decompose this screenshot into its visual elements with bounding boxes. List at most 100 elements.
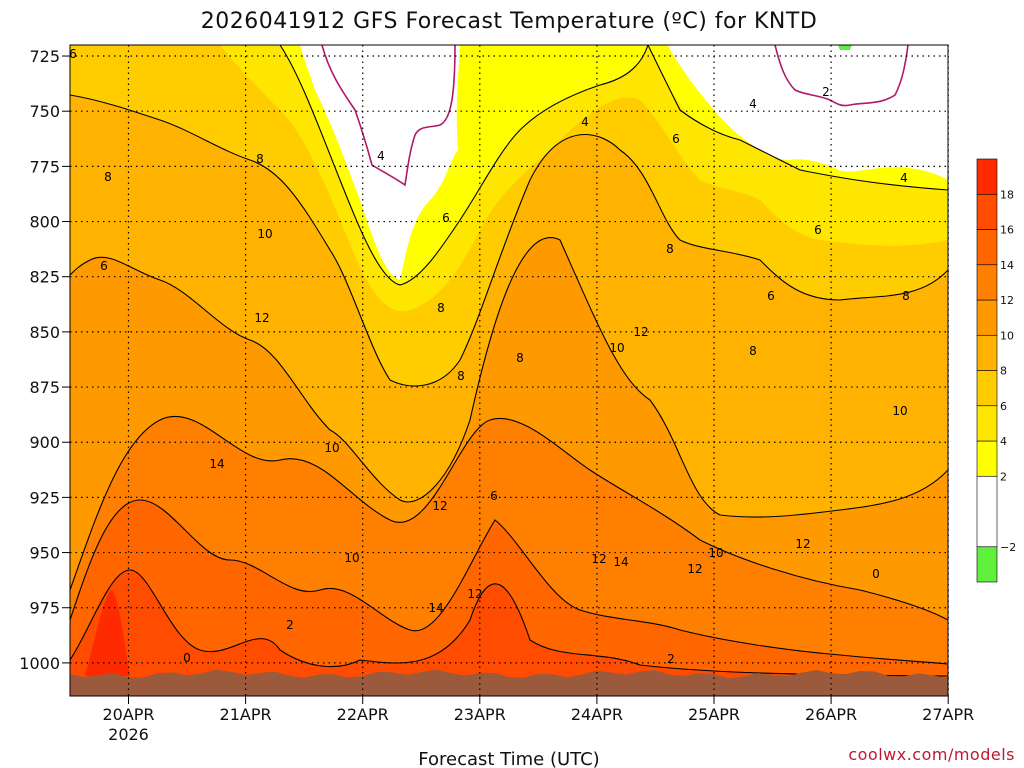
isotherm-line [70,569,948,677]
band-14-16 [70,570,948,696]
contour-label: 8 [437,301,445,315]
contour-label: 2 [667,652,675,666]
isotherm-line [70,94,948,387]
contour-label: 8 [457,369,465,383]
colorbar-swatch [976,334,998,371]
contour-label: 8 [666,242,674,256]
colorbar-label: 12 [1000,294,1014,307]
contour-label: 10 [257,227,272,241]
contour-label: 14 [428,601,443,615]
x-year-label: 2026 [108,725,149,744]
colorbar-label: 16 [1000,224,1014,237]
x-axis: 20APR 21APR 22APR 23APR 24APR 25APR 26APR 27APR… [102,696,974,744]
contour-label: 8 [256,152,264,166]
colorbar-swatch [976,299,998,336]
contour-label: 4 [749,97,757,111]
contour-label: 8 [104,170,112,184]
contour-label: 6 [490,489,498,503]
colorbar-swatch [976,440,998,477]
freezing-contour-west [321,45,456,187]
colorbar-label: 2 [1000,470,1007,483]
contour-label: 12 [467,587,482,601]
x-tick-label: 21APR [220,705,272,724]
colorbar-swatch [976,264,998,301]
contour-label: 6 [814,223,822,237]
y-tick-label: 950 [29,544,60,563]
y-tick-label: 725 [29,47,60,66]
gridlines [70,45,949,696]
colorbar: 18 16 14 12 10 8 6 4 2 −2 [976,158,1016,583]
contour-label: 4 [900,171,908,185]
x-tick-label: 22APR [337,705,389,724]
contour-labels: 6 8 6 8 10 12 14 0 2 4 6 8 8 10 12 14 12 10 6 4 8 10 12 12 14 2 6 8… [69,47,910,666]
contour-label: 10 [892,404,907,418]
band-below-minus-2 [838,45,852,50]
y-tick-label: 825 [29,268,60,287]
x-tick-label: 27APR [922,705,974,724]
band-below-0-east [668,45,948,180]
x-tick-label: 25APR [688,705,740,724]
colorbar-swatch [976,405,998,442]
colorbar-label: 18 [1000,188,1014,201]
y-tick-label: 800 [29,213,60,232]
x-tick-label: 20APR [102,705,154,724]
contour-label: 4 [377,149,385,163]
band-16-18 [85,590,130,676]
contour-label: 0 [872,567,880,581]
contour-label: 8 [516,351,524,365]
contour-label: 6 [69,47,77,61]
colorbar-swatch [976,475,998,548]
y-tick-label: 1000 [19,654,60,673]
contour-label: 10 [609,341,624,355]
band-below-0-west [300,45,460,280]
freezing-contour-east [774,45,909,107]
surface-band [70,669,948,696]
y-tick-label: 900 [29,433,60,452]
colorbar-label: 4 [1000,435,1007,448]
contour-label: 12 [633,325,648,339]
isotherm-line [70,237,948,518]
contour-label: 2 [286,618,294,632]
y-axis: 725 750 775 800 825 850 875 900 925 950 975 1000 [19,47,70,673]
contour-label: 6 [672,132,680,146]
contour-label: 8 [902,289,910,303]
contour-label: 12 [687,562,702,576]
plot-field [70,45,948,696]
contour-label: 2 [822,85,830,99]
site-credit[interactable]: coolwx.com/models [848,745,1015,764]
contour-label: 0 [183,651,191,665]
colorbar-swatch [976,193,998,230]
colorbar-label: 6 [1000,400,1007,413]
isotherm-line [70,415,948,621]
contour-label: 6 [442,211,450,225]
y-tick-label: 750 [29,102,60,121]
x-tick-label: 24APR [571,705,623,724]
surface-terrain [70,669,948,696]
colorbar-swatch [976,370,998,407]
colorbar-swatch [976,546,998,583]
contour-label: 12 [795,537,810,551]
contour-label: 12 [591,552,606,566]
contour-label: 14 [209,457,224,471]
contour-label: 6 [100,259,108,273]
contour-label: 10 [324,441,339,455]
contour-label: 12 [254,311,269,325]
contour-label: 14 [613,555,628,569]
y-tick-label: 975 [29,599,60,618]
contour-label: 10 [344,551,359,565]
colorbar-label: −2 [1000,541,1016,554]
isotherm-line [70,499,948,665]
x-tick-label: 23APR [454,705,506,724]
contour-label: 4 [581,115,589,129]
x-tick-label: 26APR [805,705,857,724]
colorbar-swatch [976,229,998,266]
contour-label: 8 [749,344,757,358]
y-tick-label: 925 [29,488,60,507]
chart-title: 2026041912 GFS Forecast Temperature (ºC)… [201,9,818,34]
contour-label: 10 [708,546,723,560]
x-axis-label: Forecast Time (UTC) [418,749,599,768]
y-tick-label: 850 [29,323,60,342]
colorbar-label: 14 [1000,259,1014,272]
